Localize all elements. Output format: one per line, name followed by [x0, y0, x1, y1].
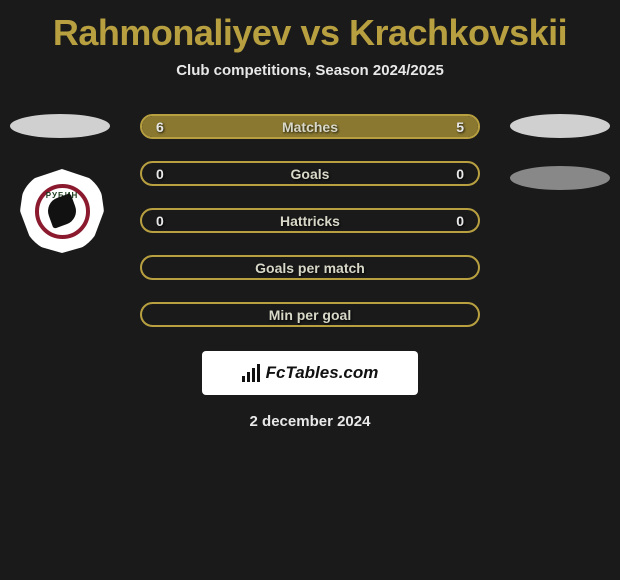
- stat-row: 0 Goals 0: [140, 161, 480, 186]
- page-title: Rahmonaliyev vs Krachkovskii: [0, 0, 620, 54]
- attribution-text: FcTables.com: [266, 363, 379, 383]
- stat-label: Goals per match: [255, 260, 365, 276]
- attribution-badge: FcTables.com: [202, 351, 418, 395]
- stat-label: Goals: [291, 166, 330, 182]
- stat-label: Min per goal: [269, 307, 351, 323]
- stat-row: Min per goal: [140, 302, 480, 327]
- stat-row: 0 Hattricks 0: [140, 208, 480, 233]
- stat-value-right: 0: [456, 213, 464, 229]
- stat-row: Goals per match: [140, 255, 480, 280]
- marker-ellipse-top-left: [10, 114, 110, 138]
- stat-label: Matches: [282, 119, 338, 135]
- page-subtitle: Club competitions, Season 2024/2025: [0, 62, 620, 79]
- stat-label: Hattricks: [280, 213, 340, 229]
- stat-value-right: 0: [456, 166, 464, 182]
- comparison-panel: РУБИН 6 Matches 5 0 Goals 0 0 Hattricks 0 Goals p…: [0, 114, 620, 430]
- bars-icon-bar: [242, 376, 245, 382]
- stat-value-right: 5: [456, 119, 464, 135]
- bars-icon-bar: [257, 364, 260, 382]
- bars-icon-bar: [252, 368, 255, 382]
- stat-rows: 6 Matches 5 0 Goals 0 0 Hattricks 0 Goals per mat…: [140, 114, 480, 327]
- marker-ellipse-top-right: [510, 114, 610, 138]
- footer-date: 2 december 2024: [0, 413, 620, 430]
- stat-value-left: 0: [156, 213, 164, 229]
- marker-ellipse-right-2: [510, 166, 610, 190]
- stat-row: 6 Matches 5: [140, 114, 480, 139]
- stat-value-left: 6: [156, 119, 164, 135]
- crest-ring: РУБИН: [35, 184, 90, 239]
- stat-value-left: 0: [156, 166, 164, 182]
- club-crest-left: РУБИН: [20, 169, 104, 253]
- bars-icon-bar: [247, 372, 250, 382]
- bars-icon: [242, 364, 260, 382]
- crest-shield: РУБИН: [20, 169, 104, 253]
